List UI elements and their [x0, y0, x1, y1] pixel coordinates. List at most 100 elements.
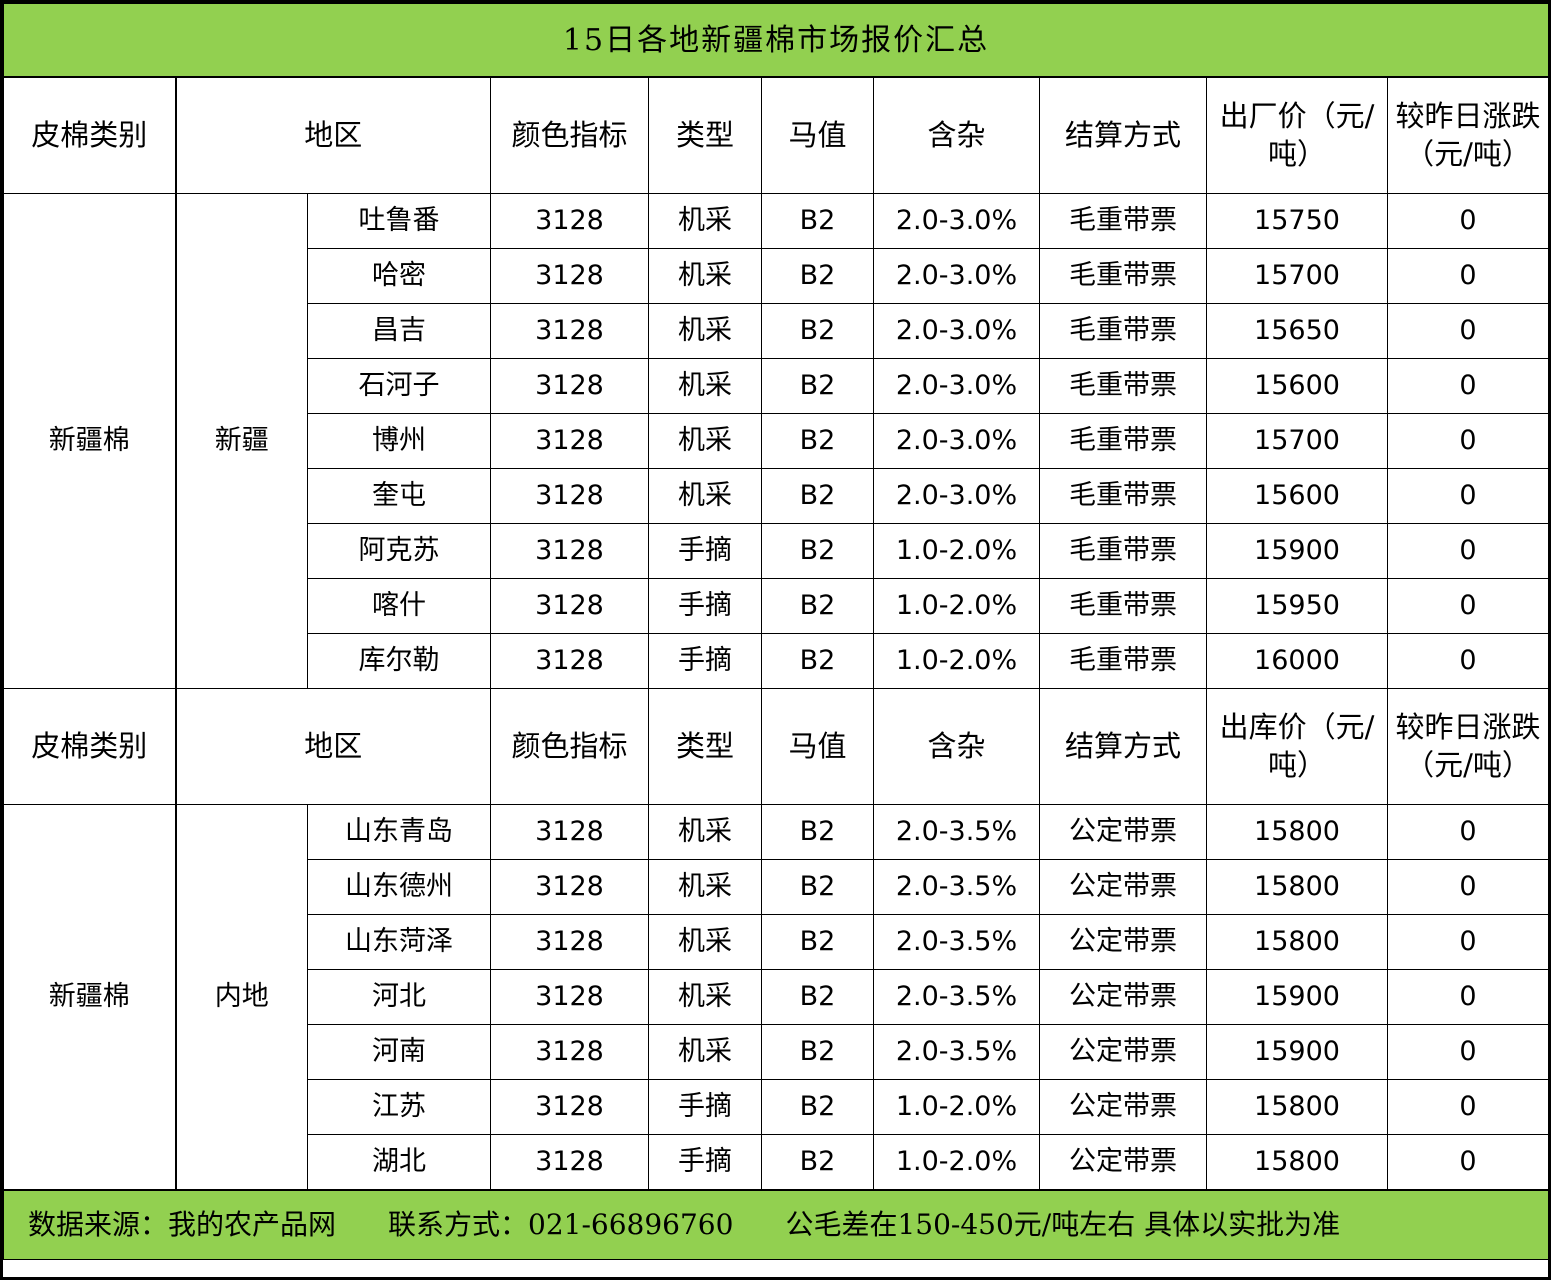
color-grade-cell: 3128 — [490, 804, 649, 860]
type-cell: 手摘 — [648, 523, 762, 579]
change-cell: 0 — [1387, 468, 1549, 524]
price-cell: 15800 — [1206, 804, 1388, 860]
footer-contact: 联系方式：021-66896760 — [388, 1207, 734, 1241]
table-row: 湖北 3128 手摘 B2 1.0-2.0% 公定带票 15800 0 — [4, 1134, 1549, 1191]
header-micronaire: 马值 — [761, 76, 874, 194]
trash-cell: 2.0-3.0% — [873, 413, 1040, 469]
trash-cell: 1.0-2.0% — [873, 578, 1040, 634]
price-cell: 15700 — [1206, 248, 1388, 304]
header-change: 较昨日涨跌（元/吨） — [1387, 688, 1549, 805]
change-cell: 0 — [1387, 578, 1549, 634]
region-cell: 新疆 — [175, 193, 308, 689]
price-cell: 15650 — [1206, 303, 1388, 359]
table-row: 石河子 3128 机采 B2 2.0-3.0% 毛重带票 15600 0 — [4, 358, 1549, 414]
trash-cell: 2.0-3.0% — [873, 193, 1040, 249]
table-row: 奎屯 3128 机采 B2 2.0-3.0% 毛重带票 15600 0 — [4, 468, 1549, 524]
table-row: 江苏 3128 手摘 B2 1.0-2.0% 公定带票 15800 0 — [4, 1079, 1549, 1135]
micronaire-cell: B2 — [761, 1079, 874, 1135]
type-cell: 手摘 — [648, 578, 762, 634]
type-cell: 机采 — [648, 468, 762, 524]
settlement-cell: 公定带票 — [1039, 969, 1207, 1025]
header-settlement: 结算方式 — [1039, 688, 1207, 805]
header-change: 较昨日涨跌（元/吨） — [1387, 76, 1549, 194]
settlement-cell: 毛重带票 — [1039, 523, 1207, 579]
settlement-cell: 毛重带票 — [1039, 413, 1207, 469]
category-cell: 新疆棉 — [3, 804, 177, 1191]
footer: 数据来源：我的农产品网 联系方式：021-66896760 公毛差在150-450元… — [3, 1189, 1549, 1260]
city-cell: 山东菏泽 — [307, 914, 491, 970]
color-grade-cell: 3128 — [490, 523, 649, 579]
micronaire-cell: B2 — [761, 193, 874, 249]
type-cell: 手摘 — [648, 633, 762, 689]
price-cell: 15750 — [1206, 193, 1388, 249]
color-grade-cell: 3128 — [490, 248, 649, 304]
section-header-row: 皮棉类别 地区 颜色指标 类型 马值 含杂 结算方式 出库价（元/吨） 较昨日涨跌（元/吨） — [3, 688, 1549, 805]
micronaire-cell: B2 — [761, 633, 874, 689]
city-cell: 喀什 — [307, 578, 491, 634]
city-cell: 山东德州 — [307, 859, 491, 915]
header-region: 地区 — [175, 688, 491, 805]
settlement-cell: 公定带票 — [1039, 859, 1207, 915]
type-cell: 机采 — [648, 413, 762, 469]
settlement-cell: 毛重带票 — [1039, 303, 1207, 359]
price-cell: 15800 — [1206, 914, 1388, 970]
city-cell: 昌吉 — [307, 303, 491, 359]
price-cell: 16000 — [1206, 633, 1388, 689]
color-grade-cell: 3128 — [490, 358, 649, 414]
type-cell: 机采 — [648, 1024, 762, 1080]
header-price: 出库价（元/吨） — [1206, 688, 1388, 805]
change-cell: 0 — [1387, 303, 1549, 359]
trash-cell: 2.0-3.5% — [873, 804, 1040, 860]
trash-cell: 1.0-2.0% — [873, 523, 1040, 579]
trash-cell: 2.0-3.0% — [873, 468, 1040, 524]
settlement-cell: 毛重带票 — [1039, 633, 1207, 689]
header-category: 皮棉类别 — [3, 688, 177, 805]
settlement-cell: 公定带票 — [1039, 1079, 1207, 1135]
trash-cell: 1.0-2.0% — [873, 1134, 1040, 1191]
header-micronaire: 马值 — [761, 688, 874, 805]
trash-cell: 2.0-3.5% — [873, 914, 1040, 970]
change-cell: 0 — [1387, 358, 1549, 414]
city-cell: 阿克苏 — [307, 523, 491, 579]
region-cell: 内地 — [175, 804, 308, 1191]
city-cell: 河北 — [307, 969, 491, 1025]
city-cell: 吐鲁番 — [307, 193, 491, 249]
trash-cell: 2.0-3.0% — [873, 248, 1040, 304]
settlement-cell: 毛重带票 — [1039, 578, 1207, 634]
settlement-cell: 公定带票 — [1039, 1134, 1207, 1191]
change-cell: 0 — [1387, 1134, 1549, 1191]
category-cell: 新疆棉 — [3, 193, 177, 689]
micronaire-cell: B2 — [761, 914, 874, 970]
price-summary-table: 15日各地新疆棉市场报价汇总 皮棉类别 地区 颜色指标 类型 马值 含杂 结算方式 出厂价（元… — [3, 3, 1549, 1260]
table-title: 15日各地新疆棉市场报价汇总 — [3, 3, 1549, 78]
table-row: 喀什 3128 手摘 B2 1.0-2.0% 毛重带票 15950 0 — [4, 578, 1549, 634]
city-cell: 石河子 — [307, 358, 491, 414]
color-grade-cell: 3128 — [490, 193, 649, 249]
type-cell: 机采 — [648, 303, 762, 359]
micronaire-cell: B2 — [761, 468, 874, 524]
color-grade-cell: 3128 — [490, 859, 649, 915]
color-grade-cell: 3128 — [490, 969, 649, 1025]
city-cell: 博州 — [307, 413, 491, 469]
color-grade-cell: 3128 — [490, 1134, 649, 1191]
header-type: 类型 — [648, 76, 762, 194]
type-cell: 机采 — [648, 969, 762, 1025]
micronaire-cell: B2 — [761, 969, 874, 1025]
footer-note: 公毛差在150-450元/吨左右 具体以实批为准 — [785, 1207, 1341, 1241]
settlement-cell: 公定带票 — [1039, 914, 1207, 970]
type-cell: 机采 — [648, 804, 762, 860]
header-type: 类型 — [648, 688, 762, 805]
trash-cell: 2.0-3.0% — [873, 303, 1040, 359]
header-trash: 含杂 — [873, 688, 1040, 805]
trash-cell: 2.0-3.5% — [873, 1024, 1040, 1080]
type-cell: 手摘 — [648, 1134, 762, 1191]
settlement-cell: 公定带票 — [1039, 1024, 1207, 1080]
trash-cell: 2.0-3.5% — [873, 969, 1040, 1025]
type-cell: 机采 — [648, 358, 762, 414]
header-region: 地区 — [175, 76, 491, 194]
city-cell: 河南 — [307, 1024, 491, 1080]
color-grade-cell: 3128 — [490, 578, 649, 634]
table-row: 山东德州 3128 机采 B2 2.0-3.5% 公定带票 15800 0 — [4, 859, 1549, 915]
table-row: 阿克苏 3128 手摘 B2 1.0-2.0% 毛重带票 15900 0 — [4, 523, 1549, 579]
